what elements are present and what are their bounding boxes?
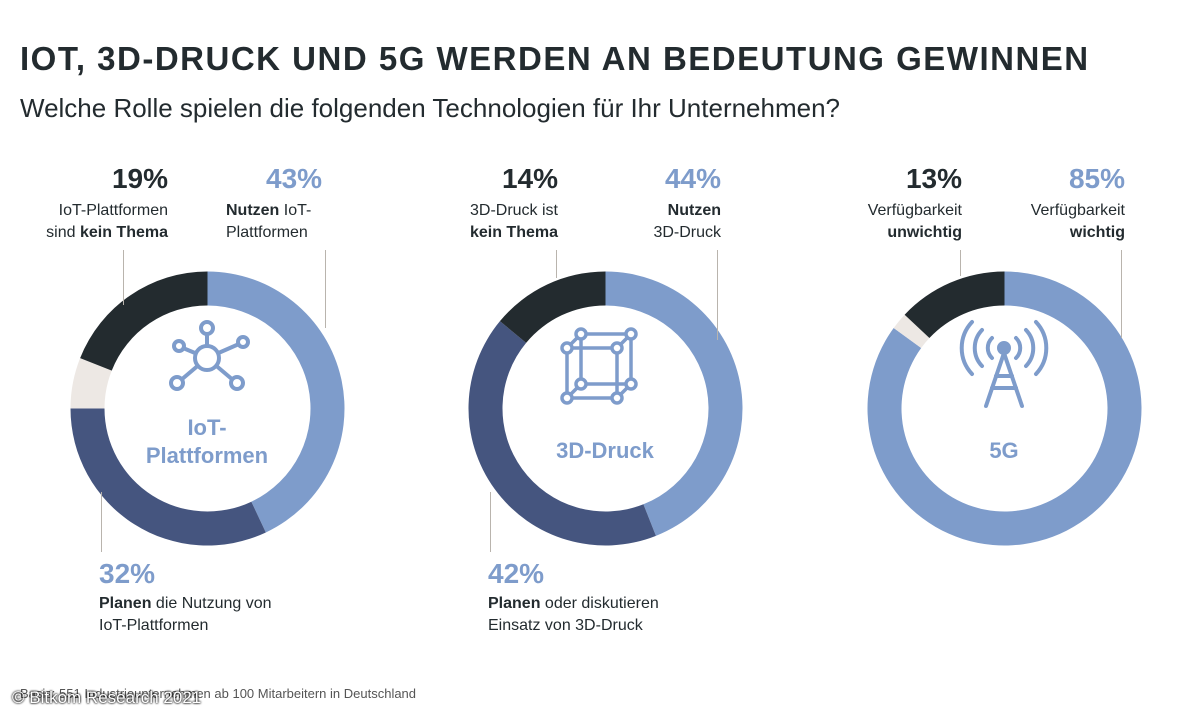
label-druck-dark-text: 3D-Druck ist kein Thema [470, 200, 558, 244]
donut-slice-nutzen-3d-druck [605, 271, 743, 536]
donut-slice-planen-oder-diskutieren-einsatz-von-3d-druck [468, 321, 656, 546]
label-druck-dark-line1: 3D-Druck ist [469, 202, 558, 219]
leader-druck-mid [490, 492, 491, 552]
label-druck-light-line1: Nutzen [667, 202, 721, 219]
label-druck-mid-text: Planen oder diskutieren Einsatz von 3D-D… [488, 593, 659, 637]
label-iot-dark-line1: IoT-Plattformen [58, 202, 168, 219]
label-5g-light-line2: wichtig [1069, 224, 1125, 241]
label-iot-dark-pct: 19% [111, 163, 168, 194]
label-5g-light-text: Verfügbarkeit wichtig [1031, 200, 1125, 244]
label-druck-mid-line2: Einsatz von 3D-Druck [488, 617, 643, 634]
label-5g-dark-line2: unwichtig [887, 224, 962, 241]
label-druck-dark-line2: kein Thema [469, 224, 558, 241]
label-druck-light-line2: 3D-Druck [653, 224, 721, 241]
label-iot-light-line1: Nutzen IoT- [226, 202, 312, 219]
antenna-5g-icon [959, 320, 1049, 408]
label-druck-dark-pct: 14% [501, 163, 558, 194]
donut-druck [468, 271, 743, 546]
donut-slice-3d-druck-ist-kein-thema [499, 271, 606, 343]
center-label-iot-line2: Plattformen [145, 443, 269, 468]
label-iot-mid-text: Planen die Nutzung von IoT-Plattformen [99, 593, 272, 637]
label-5g-light-line1: Verfügbarkeit [1030, 202, 1125, 219]
label-iot-light-text: Nutzen IoT- Plattformen [226, 200, 311, 244]
copyright-watermark: © Bitkom Research 2021 [12, 688, 202, 707]
label-druck-light-text: Nutzen 3D-Druck [653, 200, 721, 244]
cube-3d-print-icon [560, 327, 638, 405]
leader-5g-dark [960, 250, 961, 276]
label-druck-mid-pct: 42% [488, 558, 545, 589]
leader-druck-light [717, 250, 718, 340]
center-label-5g: 5G [989, 438, 1019, 463]
label-5g-dark-pct: 13% [905, 163, 962, 194]
leader-5g-light [1121, 250, 1122, 338]
leader-iot-mid [101, 492, 102, 552]
label-iot-dark-line2: sind kein Thema [46, 224, 168, 241]
center-label-iot-line1: IoT- [187, 415, 227, 440]
donut-slice-keine-angabe [70, 358, 112, 409]
donut-5g [867, 271, 1142, 546]
label-iot-mid-line1: Planen die Nutzung von [99, 595, 272, 612]
label-druck-mid-line1: Planen oder diskutieren [488, 595, 659, 612]
label-5g-dark-text: Verfügbarkeit unwichtig [868, 200, 962, 244]
slices-iot [70, 271, 345, 546]
label-iot-mid-pct: 32% [99, 558, 156, 589]
chart-title: IOT, 3D-DRUCK UND 5G WERDEN AN BEDEUTUNG… [20, 40, 1090, 77]
leader-iot-light [325, 250, 326, 328]
leader-druck-dark [556, 250, 557, 278]
label-iot-mid-line2: IoT-Plattformen [99, 617, 209, 634]
source-note: Basis: 551 Industrieunternehmen ab 100 M… [20, 686, 417, 701]
leader-iot-dark [123, 250, 124, 305]
center-label-iot: IoT- Plattformen [97, 414, 317, 470]
label-iot-light-line2: Plattformen [226, 224, 308, 241]
label-5g-light-pct: 85% [1068, 163, 1125, 194]
donut-slice-verfügbarkeit-unwichtig [904, 271, 1005, 338]
label-druck-light-pct: 44% [664, 163, 721, 194]
label-iot-light-pct: 43% [266, 163, 323, 194]
slices-druck [468, 271, 743, 546]
iot-network-icon [169, 320, 250, 391]
donut-slice-nutzen-iot-plattformen [207, 271, 345, 533]
label-5g-dark-line1: Verfügbarkeit [867, 202, 962, 219]
donut-iot [70, 271, 345, 546]
chart-subtitle: Welche Rolle spielen die folgenden Techn… [20, 93, 841, 123]
slices-fiveg [867, 271, 1142, 546]
label-iot-dark-text: IoT-Plattformen sind kein Thema [46, 200, 168, 244]
donut-slice-planen-die-nutzung-von-iot-plattformen [70, 408, 266, 546]
donut-slice-iot-plattformen-sind-kein-thema [80, 271, 208, 371]
center-label-druck: 3D-Druck [556, 438, 654, 463]
donut-slice-keine-angabe [893, 314, 930, 348]
